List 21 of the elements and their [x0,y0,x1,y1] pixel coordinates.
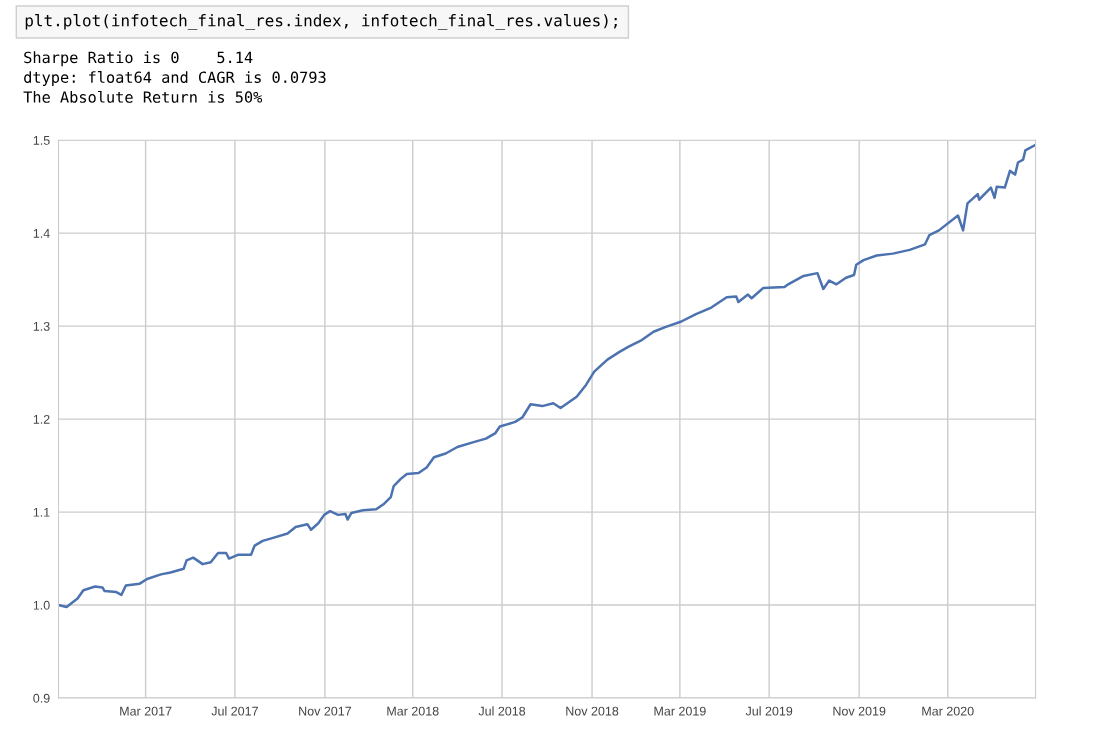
x-tick-label: Nov 2019 [833,706,886,716]
x-tick-label: Jul 2018 [478,706,526,716]
x-tick-label: Mar 2017 [120,706,172,716]
y-tick-label: 1.5 [33,136,50,145]
x-tick-label: Jul 2017 [211,706,258,716]
x-tick-label: Jul 2019 [745,706,793,716]
y-tick-label: 1.1 [33,508,50,517]
x-tick-label: Nov 2017 [299,706,352,716]
y-tick-label: 0.9 [33,693,50,703]
text: Sharpe Ratio is 0 5.14 [24,51,253,67]
x-tick-label: Mar 2018 [387,706,439,716]
y-tick-label: 1.0 [33,600,50,610]
y-tick-label: 1.4 [33,229,50,238]
y-tick-label: 1.2 [33,414,50,424]
x-tick-label: Mar 2019 [654,706,706,716]
text: The Absolute Return is 50% [23,90,263,103]
text: dtype: float64 and CAGR is 0.0793 [24,71,326,86]
x-tick-label: Mar 2020 [922,706,974,716]
text: plt.plot(infotech_final_res.index, infotech_final_res.values); [25,14,617,31]
y-tick-label: 1.3 [33,321,50,331]
x-tick-label: Nov 2018 [566,706,619,716]
